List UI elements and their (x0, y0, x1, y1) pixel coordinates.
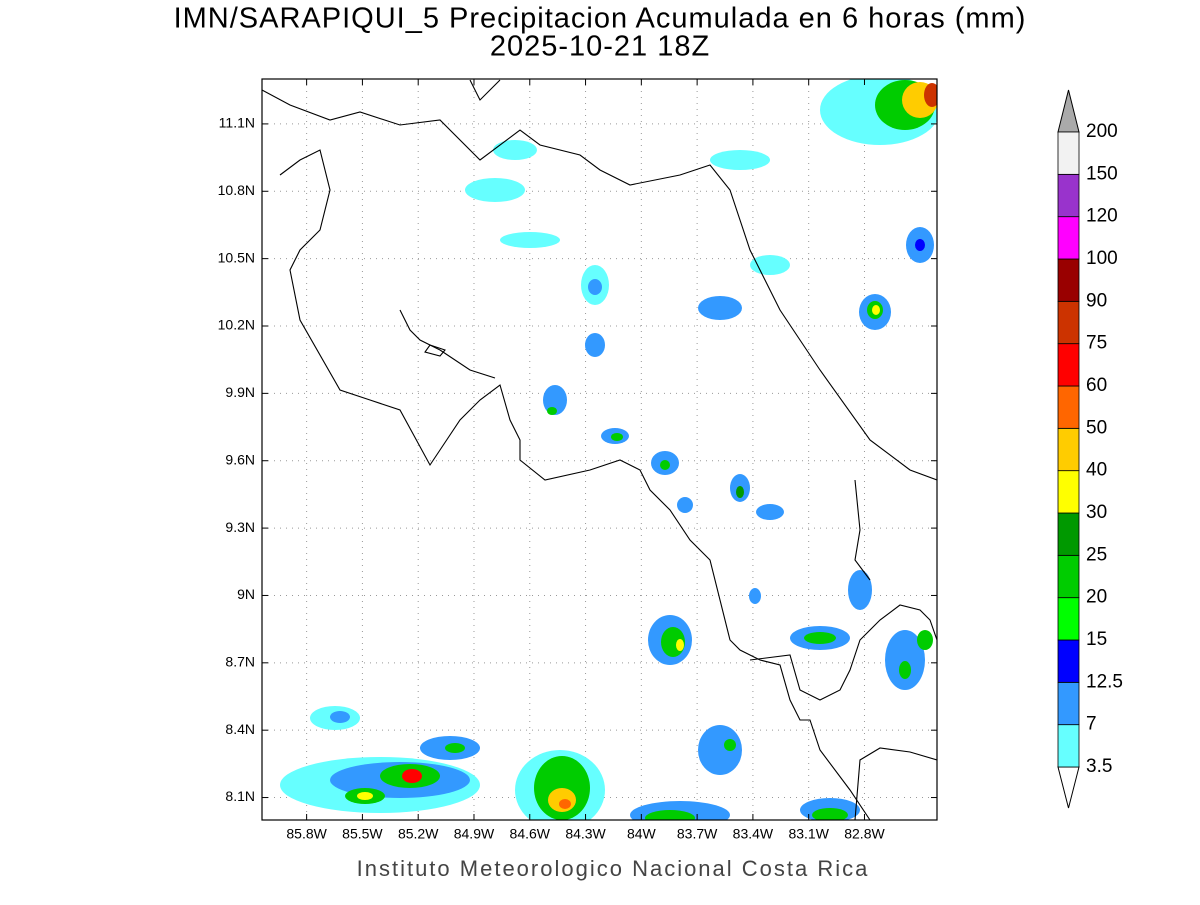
map-area (262, 79, 937, 820)
lon-tick-label: 84W (627, 826, 657, 842)
lon-tick-label: 84.3W (565, 826, 606, 842)
lon-tick-label: 83.7W (677, 826, 718, 842)
lat-tick-label: 10.8N (218, 182, 255, 198)
colorbar-swatch (1057, 173, 1080, 218)
colorbar-swatch (1057, 724, 1080, 768)
colorbar-low-arrow (1057, 766, 1080, 809)
lon-tick-label: 83.4W (733, 826, 774, 842)
colorbar-swatch (1057, 639, 1080, 683)
title: IMN/SARAPIQUI_5 Precipitacion Acumulada … (174, 3, 1027, 35)
colorbar-label: 200 (1086, 121, 1118, 142)
colorbar-swatch (1057, 427, 1080, 472)
colorbar-label: 60 (1086, 375, 1107, 396)
colorbar-label: 100 (1086, 248, 1118, 269)
colorbar-swatch (1057, 681, 1080, 726)
colorbar-swatch (1057, 343, 1080, 387)
lat-tick-label: 10.2N (218, 317, 255, 333)
colorbar-label: 40 (1086, 460, 1107, 481)
lon-tick-label: 84.9W (454, 826, 495, 842)
colorbar-label: 50 (1086, 417, 1107, 438)
precipitation-fields (280, 79, 937, 820)
lat-tick-label: 8.7N (225, 654, 255, 670)
colorbar-swatch (1057, 131, 1080, 175)
lat-tick-label: 8.1N (225, 788, 255, 804)
lat-tick-label: 9N (237, 586, 255, 602)
lat-tick-label: 8.4N (225, 721, 255, 737)
lat-tick-label: 9.3N (225, 519, 255, 535)
coastlines (262, 79, 937, 820)
colorbar-label: 3.5 (1086, 756, 1112, 777)
footer: Instituto Meteorologico Nacional Costa R… (357, 856, 870, 881)
colorbar-label: 20 (1086, 587, 1107, 608)
colorbar-label: 25 (1086, 544, 1107, 565)
lon-tick-label: 85.2W (398, 826, 439, 842)
colorbar-label: 90 (1086, 290, 1107, 311)
colorbar-swatch (1057, 512, 1080, 556)
lon-tick-label: 85.8W (286, 826, 327, 842)
map-frame (261, 78, 938, 821)
colorbar-swatch (1057, 597, 1080, 641)
lon-tick-label: 83.1W (788, 826, 829, 842)
axis-labels: 8.1N 8.4N 8.7N 9N 9.3N 9.6N 9.9N 10.2N 10.5N 10.8… (218, 115, 886, 842)
colorbar-swatch (1057, 216, 1080, 260)
lon-tick-label: 84.6W (510, 826, 551, 842)
grid (262, 79, 937, 820)
colorbar: 3.5 7 12.5 15 20 25 30 40 50 60 75 90 100 120 150 200 (1057, 89, 1123, 809)
colorbar-swatch (1057, 300, 1080, 345)
colorbar-label: 15 (1086, 629, 1107, 650)
colorbar-high-arrow (1057, 89, 1080, 133)
tick-marks (262, 79, 937, 820)
colorbar-label: 30 (1086, 502, 1107, 523)
colorbar-label: 7 (1086, 714, 1097, 735)
subtitle: 2025-10-21 18Z (490, 31, 710, 63)
colorbar-label: 150 (1086, 163, 1118, 184)
colorbar-swatch (1057, 385, 1080, 429)
lon-tick-label: 85.5W (342, 826, 383, 842)
colorbar-swatch (1057, 470, 1080, 514)
lat-tick-label: 11.1N (219, 115, 255, 131)
lat-tick-label: 9.6N (225, 451, 255, 467)
lon-tick-label: 82.8W (844, 826, 885, 842)
colorbar-label: 120 (1086, 206, 1118, 227)
colorbar-swatch (1057, 258, 1080, 302)
colorbar-label: 75 (1086, 333, 1107, 354)
lat-tick-label: 10.5N (218, 249, 255, 265)
colorbar-swatch (1057, 554, 1080, 599)
colorbar-label: 12.5 (1086, 671, 1123, 692)
lat-tick-label: 9.9N (225, 384, 255, 400)
